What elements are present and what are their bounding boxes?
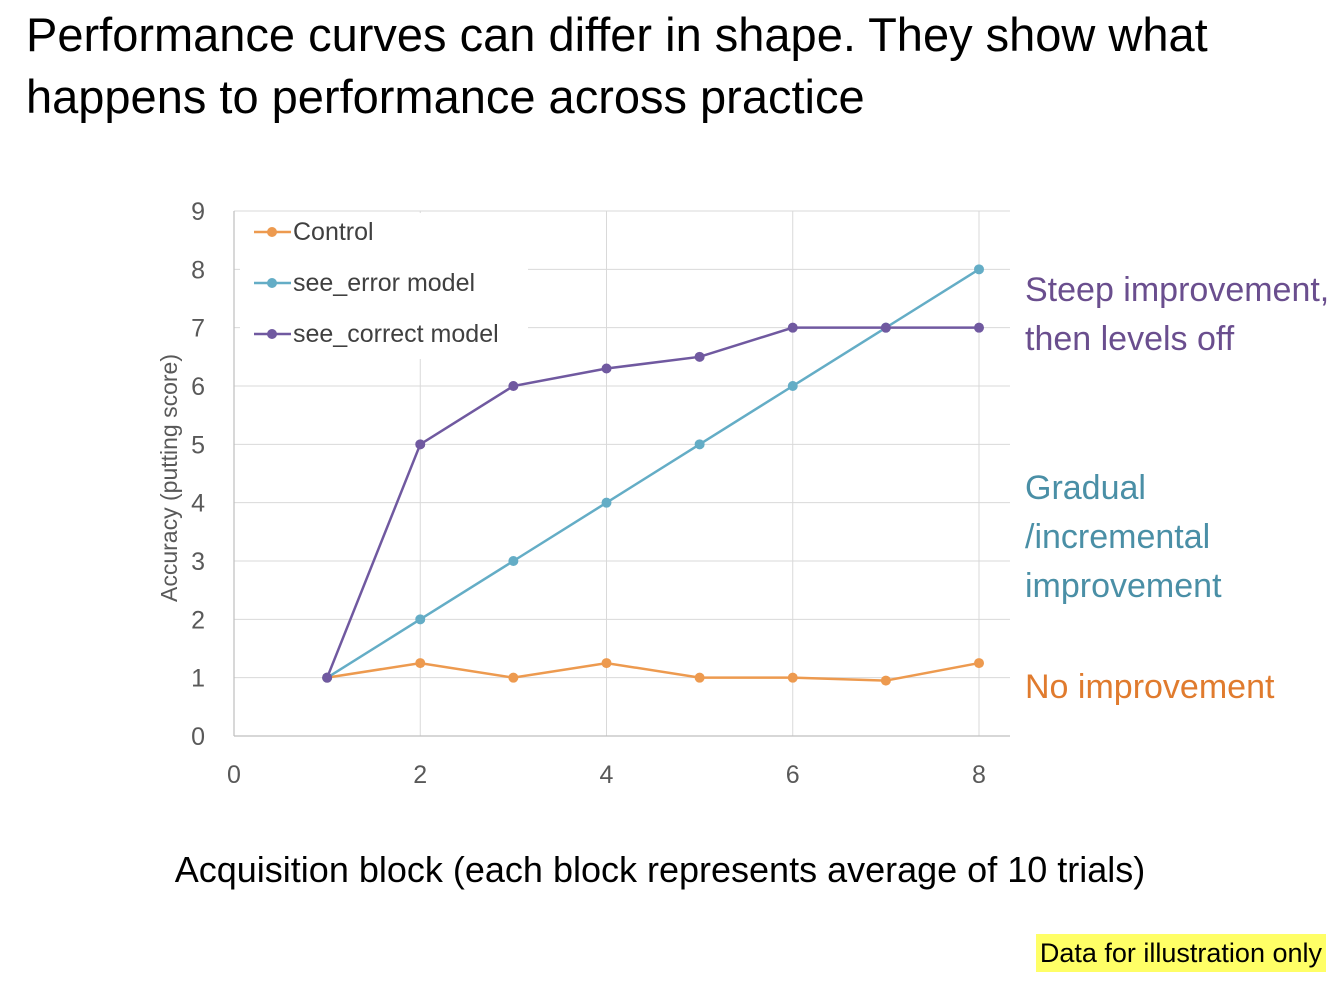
data-point-control (880, 675, 891, 686)
y-tick-label: 4 (191, 490, 205, 518)
x-tick-label: 2 (413, 761, 427, 789)
x-axis-caption: Acquisition block (each block represents… (174, 849, 1146, 890)
data-point-see_correct (322, 672, 333, 683)
legend-marker-control (267, 227, 277, 237)
data-point-see_error (974, 264, 984, 275)
data-point-control (694, 672, 705, 683)
y-tick-label: 2 (191, 606, 205, 634)
data-point-control (508, 672, 519, 683)
annotation-none: No improvement (1025, 668, 1275, 706)
data-point-control (601, 658, 612, 669)
disclaimer-badge: Data for illustration only (1035, 934, 1326, 972)
y-tick-label: 8 (191, 256, 205, 284)
legend-label: Control (293, 218, 374, 246)
y-tick-label: 5 (191, 431, 205, 459)
y-axis-label: Accuracy (putting score) (156, 354, 182, 602)
y-tick-label: 7 (191, 315, 205, 343)
series-line-see_correct (325, 326, 979, 679)
x-tick-label: 0 (227, 761, 241, 789)
data-point-see_error (415, 614, 426, 625)
data-point-see_correct (508, 381, 519, 391)
series-line-see_error (326, 268, 980, 679)
y-tick-label: 0 (191, 723, 205, 751)
data-point-control (415, 658, 426, 669)
legend-marker-see_error (267, 278, 277, 288)
data-point-see_correct (974, 322, 984, 333)
y-tick-label: 6 (191, 373, 205, 401)
data-point-see_correct (787, 322, 798, 333)
annotation-steep: Steep improvement, then levels off (1025, 271, 1330, 358)
slide-title: Performance curves can differ in shape. … (26, 8, 1208, 123)
y-tick-label: 9 (191, 198, 205, 226)
y-tick-label: 3 (191, 548, 205, 576)
x-tick-label: 6 (786, 761, 800, 789)
legend-label: see_correct model (293, 320, 499, 348)
legend-marker-see_correct (267, 329, 277, 339)
data-point-see_error (508, 556, 519, 566)
data-point-see_correct (694, 351, 705, 362)
data-point-see_correct (601, 363, 612, 374)
data-point-see_error (601, 497, 612, 508)
data-point-see_error (787, 381, 798, 391)
series-line-control (326, 661, 980, 682)
y-tick-label: 1 (191, 665, 205, 693)
data-point-see_error (694, 439, 705, 450)
data-point-see_correct (880, 322, 891, 333)
x-tick-label: 4 (600, 761, 614, 789)
data-point-control (787, 672, 798, 683)
legend-label: see_error model (293, 269, 475, 297)
data-point-see_correct (415, 439, 426, 450)
annotation-gradual: Gradual /incremental improvement (1025, 469, 1222, 605)
data-point-control (974, 658, 984, 669)
x-tick-label: 8 (972, 761, 986, 789)
